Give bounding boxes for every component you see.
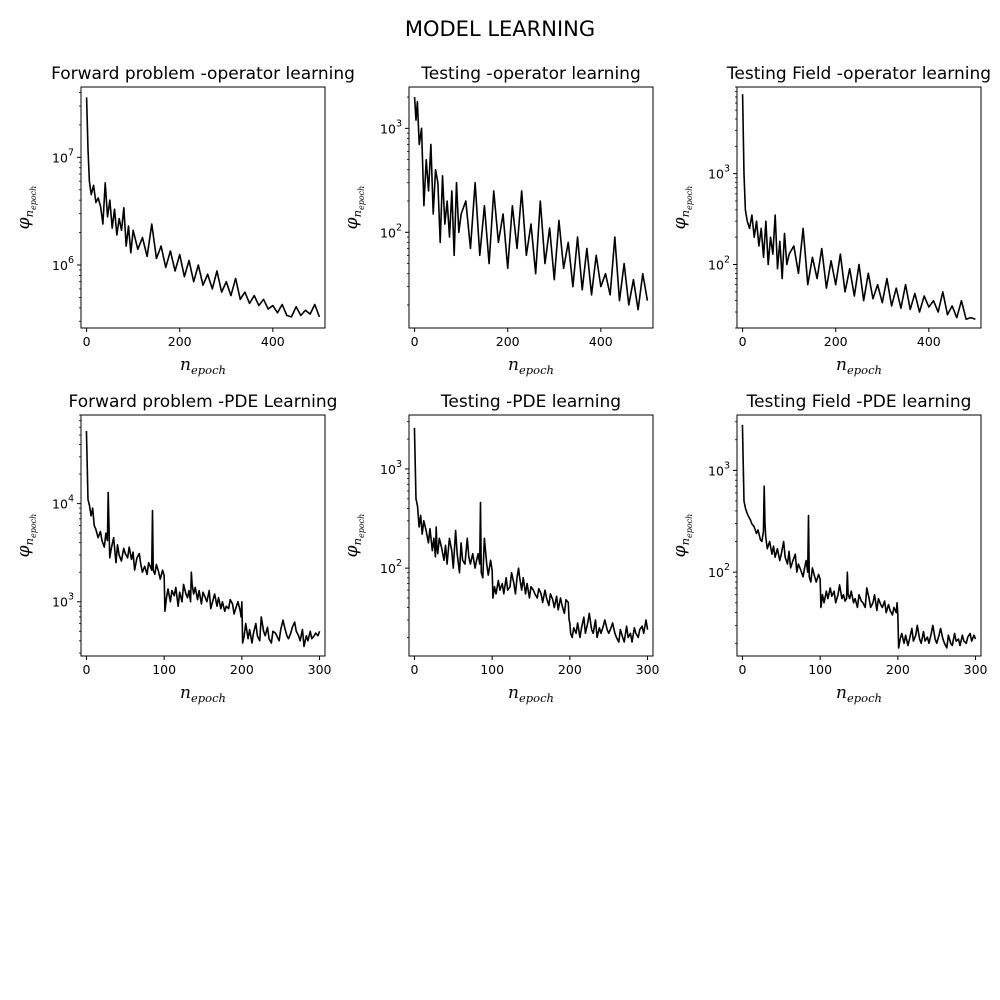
x-tick-label: 200 (230, 662, 254, 677)
series-line-1 (413, 427, 649, 643)
figure-title: MODEL LEARNING (405, 17, 595, 41)
x-tick-label: 0 (410, 662, 418, 677)
x-axis-label: nepoch (836, 683, 882, 705)
x-axis-label: nepoch (180, 683, 226, 705)
x-tick-label: 400 (589, 334, 613, 349)
series-line-1 (413, 97, 649, 311)
x-tick-label: 0 (739, 334, 747, 349)
x-tick-label: 0 (83, 334, 91, 349)
subplot-title: Testing Field -PDE learning (746, 392, 972, 412)
series-line-1 (85, 97, 321, 318)
axes-frame (736, 414, 982, 657)
x-tick-label: 0 (738, 662, 746, 677)
y-axis-label: φnepoch (342, 186, 366, 230)
y-tick-label: 103 (380, 118, 402, 136)
x-tick-label: 0 (82, 662, 90, 677)
x-tick-label: 200 (886, 662, 910, 677)
series-line-1 (741, 424, 977, 649)
y-tick-label: 103 (708, 460, 730, 478)
x-tick-label: 200 (558, 662, 582, 677)
x-tick-label: 200 (496, 334, 520, 349)
y-tick-label: 102 (380, 558, 402, 576)
y-tick-label: 102 (708, 562, 730, 580)
subplot-title: Forward problem -PDE Learning (69, 392, 338, 412)
x-tick-label: 300 (636, 662, 660, 677)
axes-frame (408, 86, 654, 329)
series-line-1 (85, 430, 321, 648)
subplot-4: Forward problem -PDE Learning 0 100 200 300 1… (14, 392, 337, 705)
subplot-6: Testing Field -PDE learning 0 100 200 300 102… (670, 392, 988, 705)
subplot-5: Testing -PDE learning 0 100 200 300 102 103 nep… (342, 392, 660, 705)
x-tick-label: 200 (168, 334, 192, 349)
x-tick-label: 300 (308, 662, 332, 677)
y-axis-label: φnepoch (670, 186, 694, 230)
y-tick-label: 103 (708, 164, 730, 182)
subplot-title: Forward problem -operator learning (51, 64, 355, 84)
axes-frame (80, 414, 326, 657)
panels: Forward problem -operator learning 0 200 40… (14, 64, 991, 705)
y-tick-label: 102 (380, 222, 402, 240)
subplot-title: Testing -PDE learning (440, 392, 621, 412)
axes-frame (408, 414, 654, 657)
x-tick-label: 0 (411, 334, 419, 349)
subplot-1: Forward problem -operator learning 0 200 40… (14, 64, 355, 377)
subplot-title: Testing Field -operator learning (726, 64, 991, 84)
y-tick-label: 102 (708, 255, 730, 273)
y-axis-label: φnepoch (342, 514, 366, 558)
x-axis-label: nepoch (508, 683, 554, 705)
y-tick-label: 104 (52, 494, 74, 512)
subplot-3: Testing Field -operator learning 0 200 400 1… (670, 64, 991, 377)
x-tick-label: 100 (480, 662, 504, 677)
subplot-2: Testing -operator learning 0 200 400 102 103 n… (342, 64, 654, 377)
x-tick-label: 300 (964, 662, 988, 677)
axes-frame (80, 86, 326, 329)
y-tick-label: 103 (380, 459, 402, 477)
x-tick-label: 400 (917, 334, 941, 349)
y-tick-label: 103 (52, 592, 74, 610)
axes-frame (736, 86, 982, 329)
y-tick-label: 106 (52, 255, 74, 273)
y-axis-label: φnepoch (14, 186, 38, 230)
x-tick-label: 100 (808, 662, 832, 677)
subplot-title: Testing -operator learning (420, 64, 641, 84)
x-axis-label: nepoch (180, 355, 226, 377)
y-tick-label: 107 (52, 147, 74, 165)
x-tick-label: 200 (824, 334, 848, 349)
x-axis-label: nepoch (836, 355, 882, 377)
x-axis-label: nepoch (508, 355, 554, 377)
series-line-1 (741, 94, 976, 320)
y-axis-label: φnepoch (14, 514, 38, 558)
y-axis-label: φnepoch (670, 514, 694, 558)
x-tick-label: 400 (261, 334, 285, 349)
x-tick-label: 100 (152, 662, 176, 677)
